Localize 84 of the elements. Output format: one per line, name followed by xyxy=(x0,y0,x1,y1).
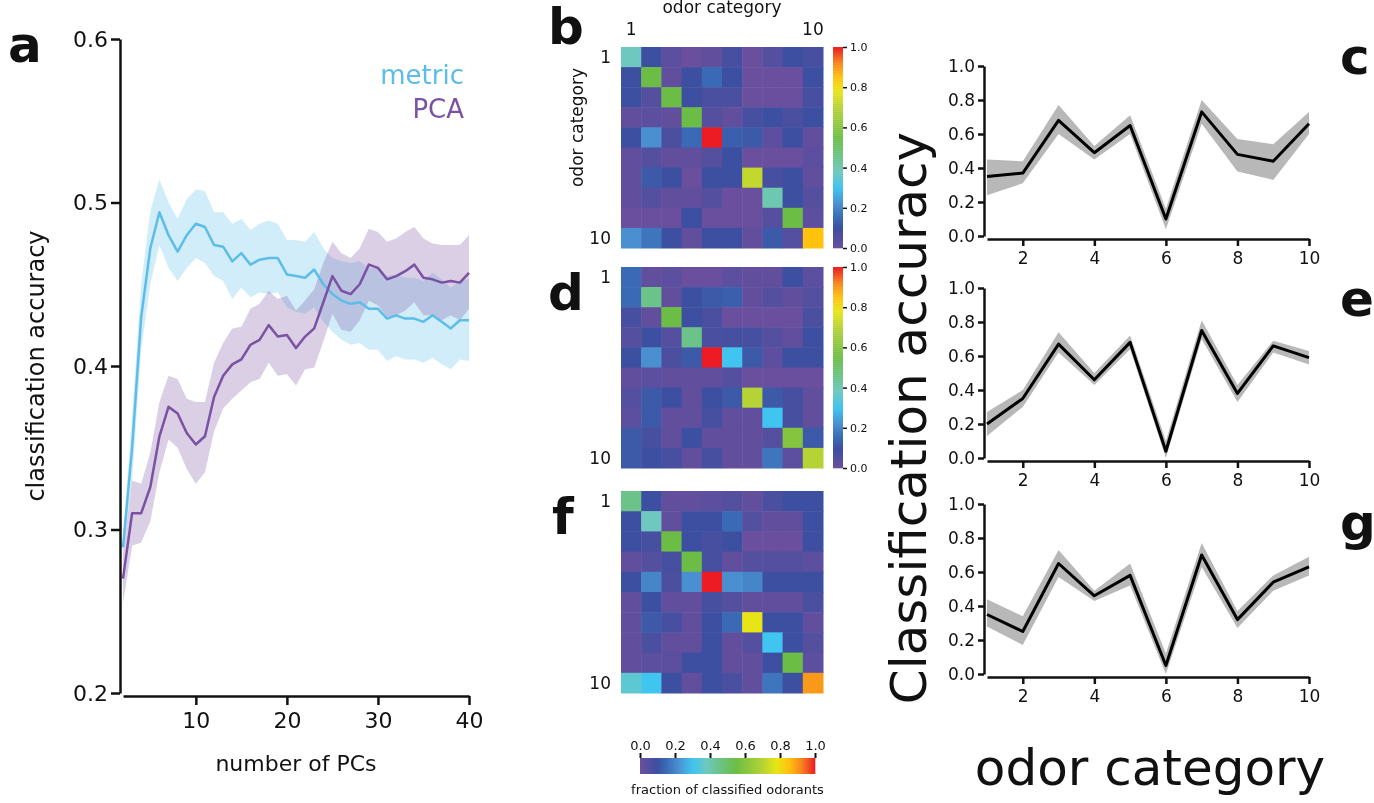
x-tick-label: 6 xyxy=(1160,470,1172,491)
color-bar-label: 1.0 xyxy=(850,261,868,275)
y-tick-label: 0.6 xyxy=(73,26,108,52)
color-bar-label: 1.0 xyxy=(850,41,868,55)
color-bar-label: 0.2 xyxy=(850,201,868,215)
x-tick-label: 8 xyxy=(1232,686,1244,707)
chart-title: g xyxy=(1340,494,1374,552)
color-bar-label: 0.0 xyxy=(850,462,868,476)
x-tick-label: 20 xyxy=(273,707,302,733)
x-tick-label: 40 xyxy=(455,707,484,733)
x-tick-label: 8 xyxy=(1232,248,1244,269)
x-axis-title: odor category xyxy=(662,0,782,17)
y-tick-label: 0.6 xyxy=(947,345,975,366)
y-tick-label: 1.0 xyxy=(947,493,975,514)
y-tick-label: 0.0 xyxy=(947,225,975,246)
chart-title: b xyxy=(548,0,584,56)
line-series xyxy=(985,110,1311,221)
color-bar-label: 0.6 xyxy=(850,341,868,355)
y-axis-title: classification accuracy xyxy=(22,230,50,502)
x-tick-label: 10 xyxy=(1298,686,1321,707)
y-tick-label: 0.6 xyxy=(947,123,975,144)
color-bar-label: 0.6 xyxy=(850,121,868,135)
y-tick-label: 1 xyxy=(600,47,611,68)
chart-title: f xyxy=(552,488,575,546)
y-tick-label: 10 xyxy=(589,672,611,693)
x-tick-label: 10 xyxy=(1298,248,1321,269)
y-tick-label: 0.5 xyxy=(73,190,108,216)
y-tick-label: 0.3 xyxy=(73,517,108,543)
color-bar-label: 0.4 xyxy=(850,381,868,395)
y-axis-title: odor category xyxy=(567,67,587,188)
y-tick-label: 0.4 xyxy=(73,353,108,379)
x-tick-label: 4 xyxy=(1089,686,1101,707)
y-tick-label: 0.8 xyxy=(947,89,975,110)
y-tick-label: 0.0 xyxy=(947,447,975,468)
color-bar-label: 0.8 xyxy=(850,81,868,95)
y-tick-label: 0.4 xyxy=(947,595,975,616)
y-tick-label: 0.4 xyxy=(947,379,975,400)
x-axis-title: odor category xyxy=(974,739,1326,797)
y-tick-label: 1 xyxy=(600,267,611,288)
x-tick-label: 10 xyxy=(182,707,211,733)
color-bar-label: 0.6 xyxy=(735,738,756,753)
y-tick-label: 0.0 xyxy=(947,663,975,684)
text: PCA xyxy=(412,94,465,124)
color-bar-label: 0.0 xyxy=(850,242,868,256)
y-tick-label: 0.8 xyxy=(947,527,975,548)
y-tick-label: 0.6 xyxy=(947,561,975,582)
x-tick-label: 4 xyxy=(1089,470,1101,491)
color-bar-label: 0.8 xyxy=(770,738,791,753)
color-bar-label: 1.0 xyxy=(805,738,826,753)
y-tick-label: 1.0 xyxy=(947,277,975,298)
x-tick-label: 6 xyxy=(1160,248,1172,269)
y-tick-label: 0.8 xyxy=(947,311,975,332)
y-tick-label: 0.2 xyxy=(947,629,975,650)
x-tick-label: 2 xyxy=(1017,470,1029,491)
chart-title: e xyxy=(1340,270,1374,328)
x-tick-label: 2 xyxy=(1017,686,1029,707)
x-tick-label: 30 xyxy=(364,707,393,733)
x-axis-title: number of PCs xyxy=(215,751,377,776)
x-tick-label: 2 xyxy=(1017,248,1029,269)
y-tick-label: 0.2 xyxy=(73,680,108,706)
y-tick-label: 0.2 xyxy=(947,413,975,434)
color-bar-label: 0.8 xyxy=(850,301,868,315)
color-bar-label: 0.4 xyxy=(700,738,721,753)
y-tick-label: 1 xyxy=(600,491,611,512)
y-tick-label: 0.4 xyxy=(947,157,975,178)
y-axis-title: Classification accuracy xyxy=(880,131,938,705)
x-tick-label: 4 xyxy=(1089,248,1101,269)
chart-title: c xyxy=(1340,28,1370,86)
y-tick-label: 0.2 xyxy=(947,191,975,212)
x-tick-label: 8 xyxy=(1232,470,1244,491)
color-bar-label: 0.2 xyxy=(665,738,686,753)
x-tick-label: 6 xyxy=(1160,686,1172,707)
color-bar-title: fraction of classified odorants xyxy=(631,782,825,797)
text: metric xyxy=(380,60,464,90)
x-tick-label: 10 xyxy=(1298,470,1321,491)
y-tick-label: 1.0 xyxy=(947,55,975,76)
chart-title: d xyxy=(548,264,584,322)
line-series xyxy=(121,263,471,580)
color-bar-label: 0.2 xyxy=(850,421,868,435)
y-tick-label: 10 xyxy=(589,447,611,468)
y-tick-label: 10 xyxy=(589,227,611,248)
chart-title: a xyxy=(8,16,42,74)
color-bar-label: 0.4 xyxy=(850,161,868,175)
color-bar-label: 0.0 xyxy=(630,738,651,753)
